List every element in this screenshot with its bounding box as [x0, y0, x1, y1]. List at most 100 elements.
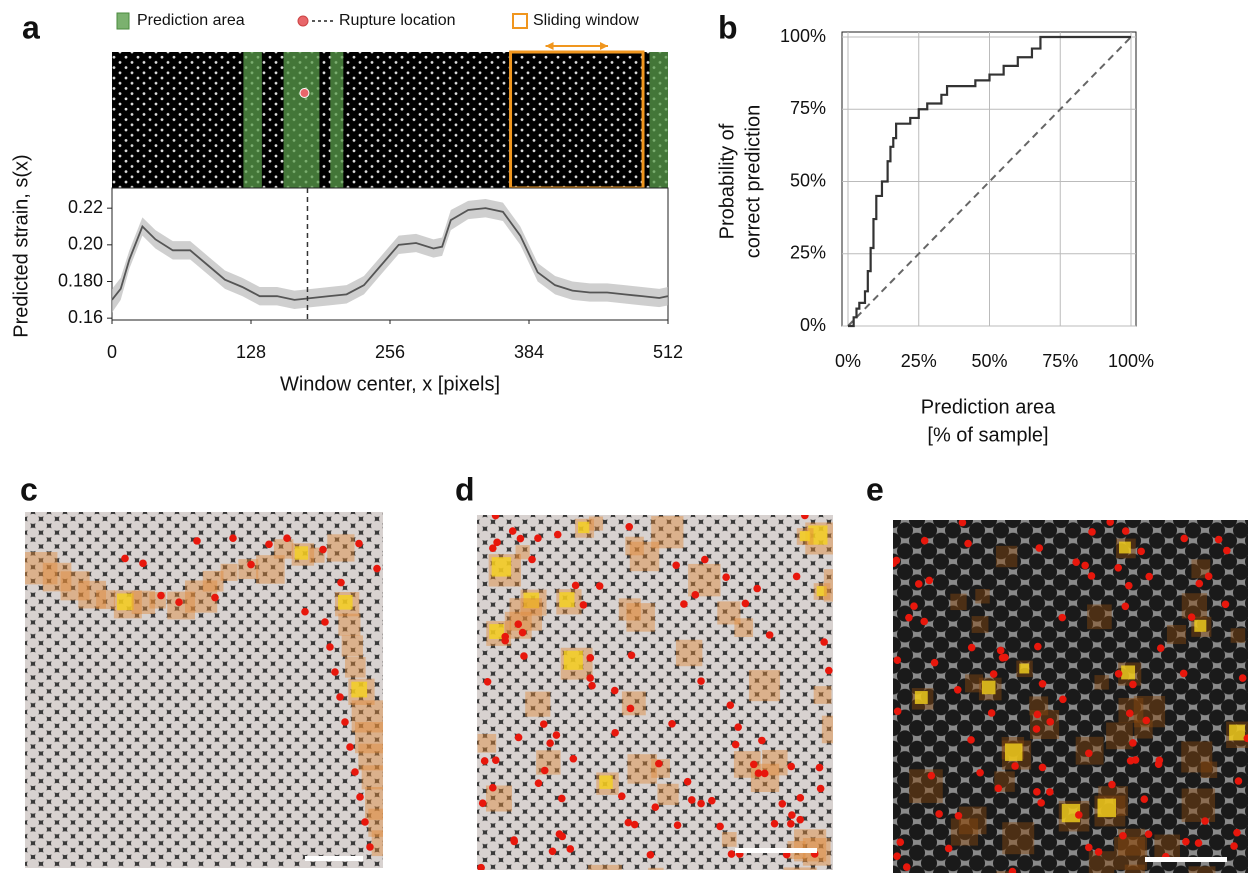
- defect-dot: [514, 620, 523, 629]
- defect-dot: [691, 591, 700, 599]
- panel-label: c: [20, 471, 38, 507]
- defect-dot: [796, 794, 805, 802]
- defect-dot: [1033, 710, 1042, 719]
- defect-dot: [229, 534, 237, 543]
- defect-dot: [1008, 867, 1017, 873]
- defect-dot: [617, 792, 626, 800]
- heat-patch: [1061, 803, 1081, 823]
- heat-patch: [971, 616, 989, 633]
- defect-dot: [920, 617, 929, 626]
- defect-dot: [510, 837, 519, 846]
- defect-dot: [1108, 780, 1116, 789]
- defect-dot: [1142, 716, 1151, 725]
- heat-patch: [1114, 836, 1148, 870]
- defect-dot: [477, 863, 485, 870]
- heat-patch: [1019, 663, 1030, 674]
- defect-dot: [626, 704, 635, 713]
- defect-dot: [546, 739, 554, 748]
- heat-patch: [1181, 741, 1213, 773]
- defect-dot: [1085, 749, 1093, 758]
- heat-patch: [975, 589, 990, 604]
- defect-dot: [1032, 725, 1041, 733]
- defect-dot: [1230, 842, 1238, 850]
- heat-patch: [721, 832, 737, 847]
- heat-patch: [96, 590, 115, 610]
- defect-dot: [787, 762, 796, 771]
- defect-dot: [1214, 535, 1223, 544]
- heat-patch: [1181, 593, 1208, 619]
- defect-dot: [518, 628, 527, 637]
- defect-dot: [893, 852, 901, 861]
- y-tick-label: 0.16: [68, 307, 103, 327]
- defect-dot: [534, 534, 542, 543]
- defect-dot: [1046, 788, 1054, 796]
- defect-dot: [366, 843, 374, 851]
- heat-patch: [220, 563, 238, 581]
- defect-dot: [925, 576, 934, 585]
- micrograph: [477, 515, 833, 870]
- defect-dot: [989, 670, 998, 678]
- defect-dot: [610, 686, 619, 695]
- defect-dot: [552, 731, 561, 739]
- defect-dot: [749, 760, 758, 769]
- heat-patch: [648, 867, 664, 870]
- heat-patch: [365, 787, 383, 820]
- scale-bar: [305, 856, 363, 861]
- y-tick-label: 100%: [780, 26, 826, 46]
- defect-dot: [558, 832, 567, 841]
- defect-dot: [588, 681, 596, 690]
- defect-dot: [175, 598, 183, 607]
- legend-swatch: [297, 15, 309, 27]
- defect-dot: [1046, 718, 1055, 726]
- defect-dot: [893, 559, 898, 567]
- defect-dot: [1238, 674, 1247, 682]
- heat-patch: [131, 590, 156, 615]
- heat-patch: [950, 593, 967, 611]
- defect-dot: [595, 582, 604, 590]
- heat-patch: [361, 765, 383, 790]
- defect-dot: [788, 811, 796, 819]
- legend-swatch: [512, 13, 528, 29]
- lattice-image: [112, 52, 668, 188]
- defect-dot: [927, 771, 936, 780]
- heat-patch: [813, 686, 832, 704]
- defect-dot: [1119, 831, 1127, 840]
- defect-dot: [548, 847, 557, 856]
- x-tick-label: 25%: [901, 351, 937, 371]
- heat-patch: [1121, 665, 1136, 680]
- defect-dot: [1058, 613, 1067, 622]
- defect-dot: [1059, 695, 1067, 704]
- defect-dot: [211, 593, 219, 602]
- heat-patch: [821, 715, 833, 744]
- heat-patch: [1087, 604, 1112, 630]
- defect-dot: [910, 602, 918, 610]
- defect-dot: [958, 520, 967, 527]
- defect-dot: [646, 851, 655, 859]
- heat-patch: [355, 722, 383, 754]
- defect-dot: [727, 850, 736, 858]
- defect-dot: [754, 769, 763, 777]
- heat-patch: [489, 624, 505, 639]
- defect-dot: [478, 799, 487, 808]
- defect-dot: [1195, 579, 1204, 588]
- defect-dot: [1038, 763, 1047, 772]
- defect-dot: [1125, 581, 1133, 590]
- y-tick-label: 0.22: [68, 197, 103, 217]
- heat-patch: [368, 808, 383, 837]
- scale-bar: [1145, 857, 1227, 862]
- defect-dot: [1094, 848, 1103, 856]
- heat-patch: [995, 545, 1018, 568]
- defect-dot: [501, 636, 509, 645]
- defect-dot: [1204, 572, 1213, 581]
- defect-dot: [987, 709, 996, 717]
- defect-dot: [351, 768, 359, 776]
- defect-dot: [489, 544, 497, 552]
- heat-patch: [750, 763, 780, 793]
- defect-dot: [1085, 843, 1093, 852]
- defect-dot: [1221, 600, 1230, 609]
- heat-patch: [996, 871, 1011, 873]
- defect-dot: [1035, 544, 1044, 552]
- heat-patch: [515, 545, 530, 560]
- y-tick-label: 0.180: [58, 270, 103, 290]
